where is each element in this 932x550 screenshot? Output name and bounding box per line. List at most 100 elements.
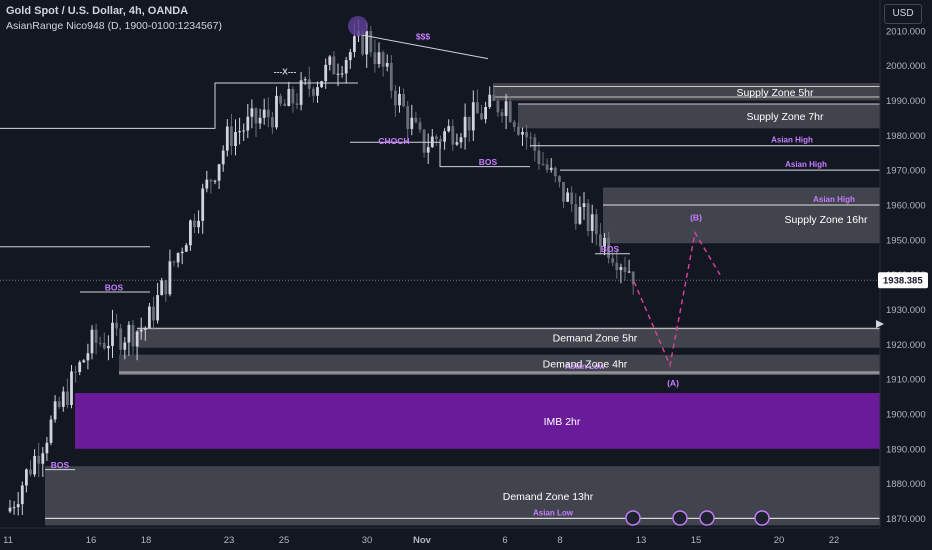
candle-body [8,507,12,512]
candle-body [111,322,114,346]
annotation-1: BOS [51,460,70,470]
candle-body [553,167,557,177]
candle-body [348,52,352,61]
candle-body [537,150,541,164]
candle-body [234,132,237,146]
candle-body [307,79,311,89]
candle-body [193,220,196,228]
indicator-label[interactable]: AsianRange Nico948 (D, 1900-0100:1234567… [6,20,222,32]
candle-body [189,220,192,246]
candle-body [484,106,487,120]
currency-button[interactable]: USD [884,4,922,24]
candle-body [242,130,246,132]
asian-level-label-4: Asian Low [533,508,574,517]
candle-body [152,306,155,321]
zone-1 [518,103,880,129]
candle-body [115,322,118,329]
candle-body [197,220,200,228]
candle-body [41,453,45,464]
asian-level-label-3: Asian Low [565,362,606,371]
candle-body [619,267,623,271]
candle-body [172,261,176,263]
candle-body [570,192,574,205]
y-tick-2010: 2010.000 [886,26,926,37]
candle-body [590,214,594,231]
candle-body [599,234,602,247]
candle-body [414,117,418,123]
annotation-2: BOS [479,157,498,167]
candle-body [406,106,410,129]
candle-body [176,253,180,263]
candle-body [381,52,385,67]
structure-line-0 [0,82,358,129]
candle-body [439,139,442,142]
candle-body [33,455,36,475]
annotation-6: $$$ [416,32,430,42]
candle-body [615,262,619,271]
x-tick-6: Nov [413,535,432,546]
candle-body [480,113,483,120]
structure-line-3 [350,141,530,168]
candle-body [623,267,627,272]
candle-body [410,117,414,129]
candle-body [90,329,94,354]
candle-body [160,280,164,296]
candle-body [209,179,213,182]
candle-body [266,109,270,118]
y-tick-1960: 1960.000 [886,200,926,211]
y-tick-1890: 1890.000 [886,444,926,455]
candle-body [107,345,110,349]
candle-body [246,116,250,131]
candle-body [287,88,291,106]
zone-4 [119,354,880,373]
candle-body [53,401,57,420]
candle-body [275,95,278,128]
candle-body [500,112,504,116]
zone-label-1: Supply Zone 7hr [746,111,824,123]
zone-label-3: Demand Zone 5hr [553,332,638,344]
candle-body [299,80,303,105]
candle-body [12,507,16,509]
candle-body [66,391,69,405]
candle-body [389,62,393,91]
candle-body [607,237,610,259]
structure-line-2 [357,33,489,60]
candle-body [574,204,578,224]
candle-body [394,90,397,106]
candle-body [250,108,254,117]
candle-body [238,131,241,133]
x-tick-7: 6 [502,535,507,546]
candle-body [504,101,508,116]
candle-body [517,126,520,135]
event-icon-1 [672,510,688,526]
candle-body [213,180,217,182]
candle-body [459,137,463,143]
y-tick-1870: 1870.000 [886,514,926,525]
candle-body [86,353,90,361]
candle-body [467,116,471,131]
candle-body [344,60,348,74]
candle-body [558,176,561,182]
candle-body [74,371,77,373]
y-tick-1880: 1880.000 [886,479,926,490]
candle-body [201,188,205,221]
candle-body [373,52,377,64]
candle-body [102,342,106,349]
candle-body [57,401,61,407]
y-tick-1980: 1980.000 [886,131,926,142]
zone-0 [493,83,880,101]
y-tick-1910: 1910.000 [886,375,926,386]
candle-body [205,179,209,189]
y-tick-1930: 1930.000 [886,305,926,316]
x-tick-0: 11 [3,535,13,546]
candle-body [78,362,82,373]
candle-body [143,328,147,330]
candle-body [361,30,364,55]
candle-body [139,329,143,332]
candle-body [70,371,73,405]
candle-body [82,360,86,363]
candle-body [332,56,336,75]
x-tick-12: 22 [829,535,840,546]
candle-body [631,271,635,285]
